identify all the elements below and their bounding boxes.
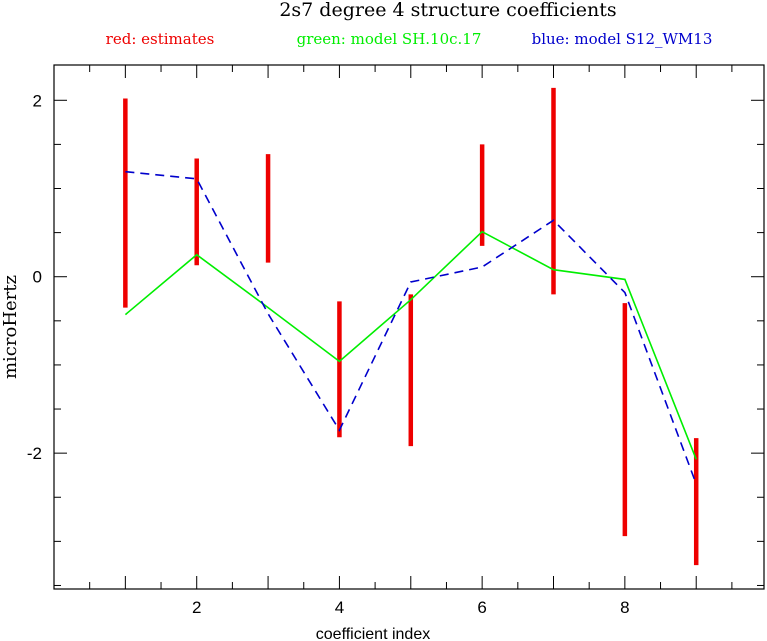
legend-entry-model-sh: green: model SH.10c.17 [297, 30, 482, 48]
x-axis-label: coefficient index [316, 626, 430, 641]
model-sh10c17-line [124, 230, 697, 460]
legend-entry-model-s12: blue: model S12_WM13 [532, 30, 713, 48]
y-tick-label: 0 [33, 268, 42, 287]
x-tick-label: 2 [192, 598, 201, 617]
y-tick-label: 2 [33, 91, 42, 110]
plot-frame [53, 64, 765, 590]
x-tick-label: 8 [620, 598, 629, 617]
chart-marks [123, 87, 699, 566]
x-tick-label: 6 [477, 598, 486, 617]
legend-entry-estimates: red: estimates [106, 30, 215, 48]
model-s12-wm13-line [125, 170, 697, 485]
chart-title: 2s7 degree 4 structure coefficients [279, 0, 616, 21]
y-tick-label: -2 [27, 444, 42, 463]
axes: 2 4 6 8 -2 0 2 [27, 65, 764, 617]
y-axis-label: microHertz [0, 275, 21, 379]
x-tick-label: 4 [335, 598, 344, 617]
